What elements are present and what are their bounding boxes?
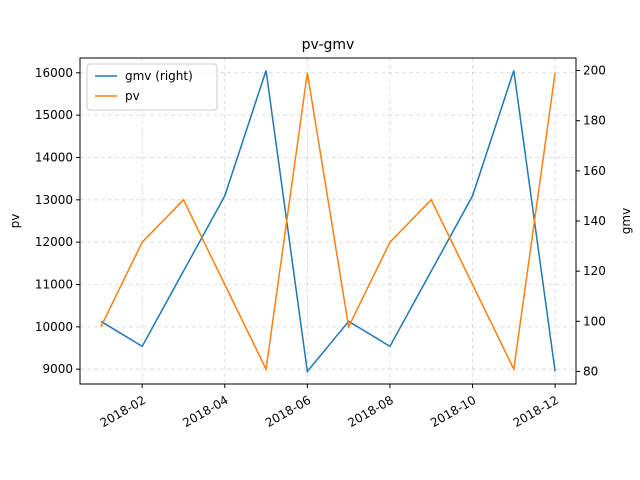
series-lines	[100, 70, 556, 374]
left-tick-label: 11000	[35, 278, 73, 292]
x-tick-label: 2018-02	[98, 393, 148, 430]
left-tick-label: 14000	[35, 150, 73, 164]
x-tick-label: 2018-10	[428, 393, 478, 430]
right-tick-label: 140	[583, 214, 606, 228]
x-tick-label: 2018-08	[345, 393, 395, 430]
right-tick-label: 180	[583, 114, 606, 128]
series-line-0	[100, 70, 556, 374]
left-axis-label: pv	[8, 214, 22, 229]
chart-title: pv-gmv	[302, 37, 355, 53]
left-tick-label: 16000	[35, 66, 73, 80]
right-tick-label: 80	[583, 364, 598, 378]
x-tick-label: 2018-04	[180, 393, 230, 430]
left-tick-label: 10000	[35, 320, 73, 334]
x-tick-label: 2018-06	[263, 393, 313, 430]
x-axis-ticks: 2018-02 2018-04 2018-06 2018-08 2018-10 2018-…	[98, 384, 561, 430]
right-tick-label: 100	[583, 314, 606, 328]
legend-label-0: gmv (right)	[125, 69, 193, 83]
series-line-1	[100, 72, 556, 372]
legend-label-1: pv	[125, 89, 140, 103]
right-tick-label: 200	[583, 64, 606, 78]
left-tick-label: 12000	[35, 235, 73, 249]
x-tick-label: 2018-12	[511, 393, 561, 430]
right-tick-label: 160	[583, 164, 606, 178]
left-tick-label: 15000	[35, 108, 73, 122]
legend: gmv (right) pv	[86, 63, 218, 111]
legend-box	[86, 63, 218, 111]
right-tick-label: 120	[583, 264, 606, 278]
right-axis-label: gmv	[619, 208, 633, 234]
left-axis-ticks: 9000 10000 11000 12000 13000 14000 15000 16000	[35, 66, 80, 376]
left-tick-label: 13000	[35, 193, 73, 207]
right-axis-ticks: 80 100 120 140 160 180 200	[576, 64, 606, 378]
left-tick-label: 9000	[42, 362, 73, 376]
